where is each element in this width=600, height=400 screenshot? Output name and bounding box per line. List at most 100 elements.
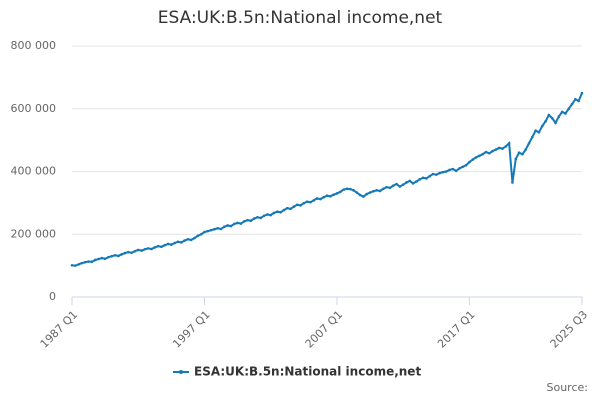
point [577, 99, 580, 103]
point [428, 174, 431, 178]
point [193, 236, 196, 240]
point [335, 192, 339, 195]
y-tick-label: 400 000 [11, 165, 57, 178]
point [507, 141, 511, 145]
point [163, 243, 167, 247]
point [216, 226, 220, 230]
point [454, 169, 458, 173]
point [113, 253, 117, 257]
point [501, 147, 504, 150]
point [345, 187, 349, 191]
point [514, 157, 518, 161]
point [196, 234, 200, 238]
point [491, 149, 494, 153]
point [97, 257, 100, 261]
legend-marker [179, 370, 183, 374]
point [365, 192, 369, 196]
point [468, 160, 471, 164]
point [540, 124, 544, 128]
point [289, 207, 292, 211]
point [368, 191, 372, 194]
point [547, 113, 551, 117]
point [405, 181, 408, 184]
point [213, 227, 216, 231]
point [458, 167, 461, 170]
point [554, 121, 557, 125]
point [570, 102, 574, 106]
x-tick-label: 1987 Q1 [38, 308, 81, 351]
point [567, 107, 571, 111]
point [580, 91, 584, 95]
point [309, 200, 312, 204]
series-line [71, 92, 583, 267]
point [461, 165, 465, 169]
point [511, 181, 514, 184]
point [358, 193, 362, 197]
point [229, 224, 233, 228]
point [531, 135, 534, 139]
point [444, 170, 448, 173]
point [189, 238, 193, 242]
point [464, 163, 468, 167]
point [176, 240, 180, 244]
point [266, 213, 269, 216]
point [534, 129, 537, 133]
point [90, 260, 94, 264]
point [249, 219, 253, 223]
point [497, 146, 501, 150]
source: Source: [547, 381, 589, 394]
point [305, 200, 309, 203]
point [285, 206, 289, 210]
point [100, 256, 104, 260]
point [282, 208, 286, 212]
point [421, 176, 425, 180]
x-tick-label: 2007 Q1 [303, 308, 346, 351]
point [150, 247, 153, 251]
point [140, 249, 143, 252]
point [338, 190, 342, 194]
point [246, 218, 249, 222]
point [325, 194, 329, 197]
point [232, 222, 236, 226]
point [537, 130, 541, 134]
point [130, 251, 133, 255]
point [203, 230, 206, 234]
point [484, 150, 488, 154]
point [276, 210, 279, 213]
point [342, 188, 345, 191]
point [166, 242, 170, 246]
point [126, 250, 130, 254]
point [110, 254, 114, 258]
point [557, 115, 561, 118]
point [153, 246, 157, 249]
point [206, 229, 210, 233]
point [87, 260, 90, 263]
point [223, 225, 226, 229]
x-tick-label: 2025 Q3 [548, 308, 591, 351]
point [242, 220, 246, 223]
point [136, 248, 140, 252]
point [504, 145, 508, 148]
chart-title: ESA:UK:B.5n:National income,net [158, 8, 443, 28]
point [381, 187, 385, 191]
point [133, 249, 137, 253]
point [560, 110, 564, 114]
point [123, 251, 127, 255]
point [471, 158, 475, 161]
point [398, 185, 402, 188]
point [408, 179, 412, 183]
point [156, 244, 160, 248]
point [74, 264, 77, 267]
point [117, 254, 120, 258]
point [481, 152, 484, 156]
y-tick-label: 800 000 [11, 39, 57, 52]
point [418, 178, 422, 181]
point [434, 173, 438, 176]
point [574, 98, 577, 101]
point [438, 171, 441, 175]
point [451, 167, 455, 171]
y-tick-label: 600 000 [11, 102, 57, 115]
point [183, 239, 186, 242]
